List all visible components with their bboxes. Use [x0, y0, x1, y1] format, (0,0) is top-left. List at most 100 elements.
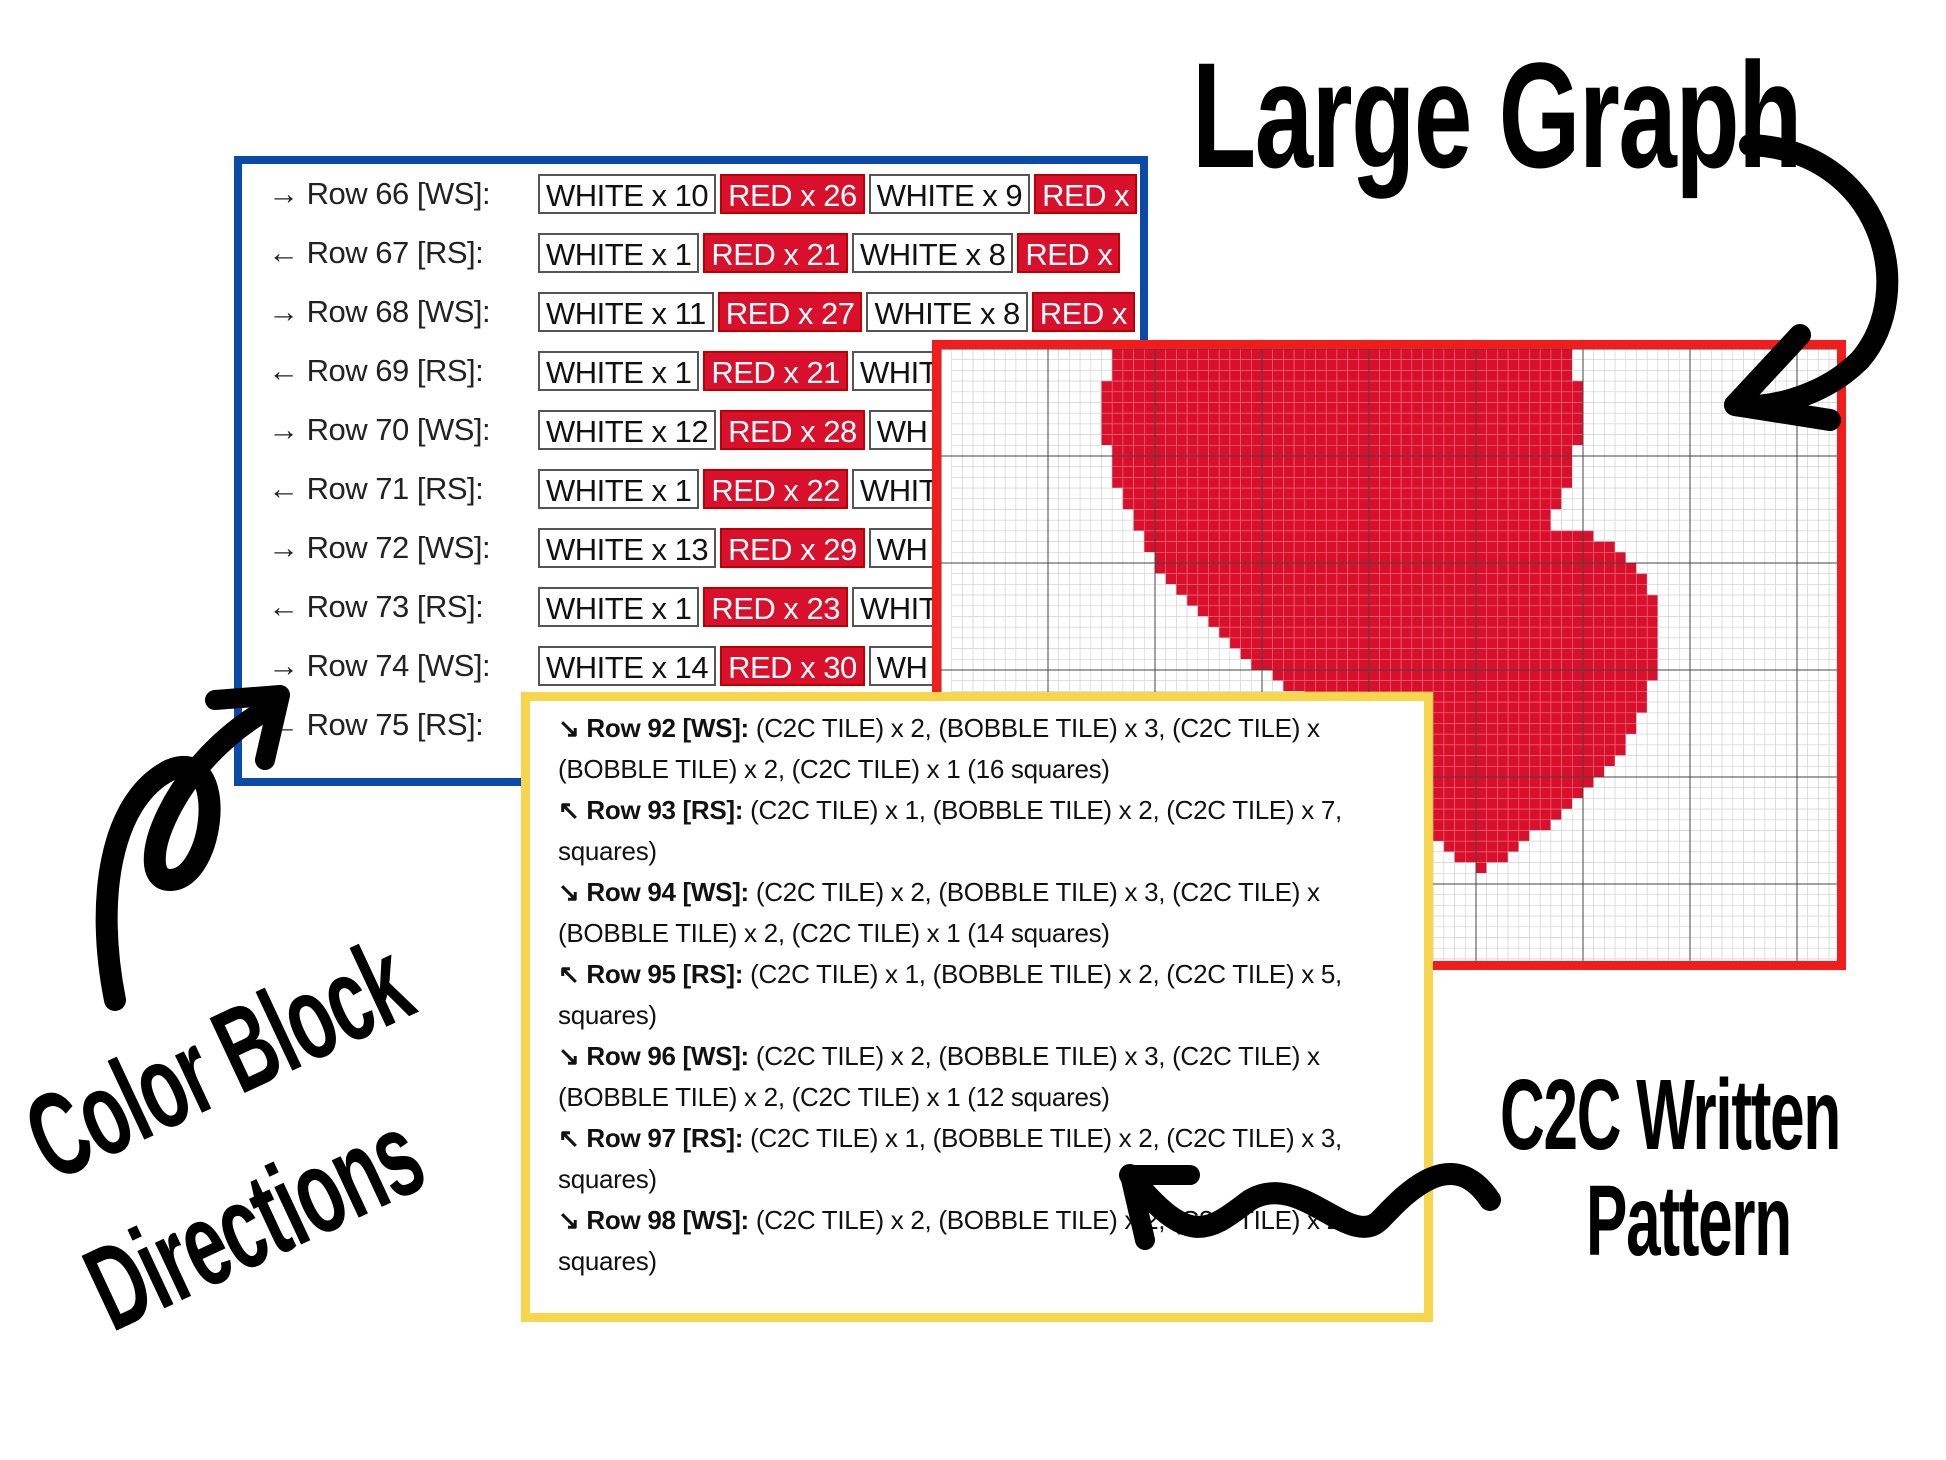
white-stitch — [1678, 744, 1691, 756]
red-stitch — [1464, 755, 1477, 767]
red-stitch — [1368, 455, 1380, 467]
white-stitch — [1678, 819, 1691, 831]
red-stitch — [1443, 380, 1455, 393]
red-stitch — [1400, 605, 1413, 617]
white-stitch — [1582, 412, 1594, 425]
white-stitch — [1743, 701, 1755, 714]
red-stitch — [1539, 605, 1552, 617]
white-stitch — [1625, 498, 1637, 510]
red-stitch — [1144, 349, 1156, 360]
red-stitch — [1186, 423, 1199, 435]
red-stitch — [1186, 562, 1199, 574]
white-stitch — [1807, 562, 1819, 574]
white-stitch — [1668, 616, 1680, 628]
white-stitch — [1047, 412, 1059, 425]
red-stitch — [1122, 391, 1134, 403]
white-stitch — [1711, 798, 1723, 810]
red-stitch — [1347, 573, 1359, 585]
red-stitch — [1582, 658, 1594, 671]
white-block: WHITE x 13 — [538, 528, 717, 568]
white-stitch — [994, 648, 1006, 660]
red-block: RED x — [1031, 292, 1135, 332]
red-stitch — [1379, 380, 1391, 393]
white-stitch — [1668, 594, 1680, 607]
red-stitch — [1218, 423, 1231, 435]
white-stitch — [994, 477, 1006, 489]
white-stitch — [1689, 691, 1701, 703]
white-stitch — [1700, 402, 1712, 414]
red-stitch — [1454, 669, 1466, 681]
white-stitch — [1818, 445, 1830, 457]
white-stitch — [1079, 594, 1092, 607]
white-stitch — [1550, 915, 1562, 928]
red-stitch — [1272, 605, 1284, 617]
white-stitch — [1047, 519, 1059, 532]
white-stitch — [983, 552, 995, 564]
white-stitch — [1646, 391, 1659, 403]
white-stitch — [1689, 552, 1701, 564]
white-stitch — [962, 626, 974, 639]
white-stitch — [1539, 840, 1552, 853]
white-stitch — [1689, 883, 1701, 895]
white-stitch — [1678, 412, 1691, 425]
red-stitch — [1454, 402, 1466, 414]
white-stitch — [1090, 658, 1102, 671]
white-stitch — [1015, 552, 1027, 564]
red-stitch — [1122, 487, 1134, 500]
white-stitch — [1828, 744, 1837, 756]
red-stitch — [1176, 530, 1188, 542]
white-stitch — [1700, 819, 1712, 831]
white-stitch — [1518, 958, 1530, 961]
red-stitch — [1475, 359, 1487, 371]
red-stitch — [1443, 434, 1455, 446]
red-stitch — [1368, 562, 1380, 574]
white-stitch — [1807, 541, 1819, 553]
red-stitch — [1464, 487, 1477, 500]
white-stitch — [1593, 851, 1605, 863]
white-stitch — [1625, 862, 1637, 874]
white-stitch — [1636, 798, 1648, 810]
white-stitch — [1004, 541, 1017, 553]
white-stitch — [1593, 872, 1605, 885]
red-stitch — [1604, 680, 1616, 692]
red-stitch — [1272, 626, 1284, 639]
red-stitch — [1539, 562, 1552, 574]
white-stitch — [1753, 840, 1766, 853]
red-stitch — [1379, 349, 1391, 360]
white-stitch — [1764, 744, 1776, 756]
red-stitch — [1325, 423, 1338, 435]
white-stitch — [1111, 552, 1124, 564]
red-stitch — [1604, 669, 1616, 681]
red-stitch — [1550, 434, 1562, 446]
white-stitch — [1785, 808, 1798, 821]
red-stitch — [1165, 530, 1177, 542]
white-stitch — [1721, 605, 1734, 617]
red-stitch — [1261, 509, 1273, 521]
white-stitch — [1154, 605, 1166, 617]
red-stitch — [1304, 466, 1316, 478]
red-stitch — [1432, 755, 1445, 767]
white-stitch — [1732, 808, 1744, 821]
white-stitch — [1721, 616, 1734, 628]
red-stitch — [1336, 669, 1348, 681]
white-stitch — [1122, 680, 1134, 692]
white-stitch — [1828, 573, 1837, 585]
red-stitch — [1144, 391, 1156, 403]
white-stitch — [1657, 391, 1669, 403]
white-stitch — [1111, 680, 1124, 692]
white-stitch — [1026, 370, 1038, 382]
white-stitch — [1636, 466, 1648, 478]
red-stitch — [1464, 423, 1477, 435]
white-stitch — [1047, 648, 1059, 660]
red-stitch — [1486, 819, 1498, 831]
white-stitch — [1614, 840, 1627, 853]
white-stitch — [1764, 658, 1776, 671]
white-stitch — [1753, 391, 1766, 403]
white-stitch — [1732, 691, 1744, 703]
white-stitch — [1176, 594, 1188, 607]
white-stitch — [1432, 958, 1445, 961]
white-stitch — [1069, 498, 1081, 510]
red-stitch — [1261, 637, 1273, 649]
red-stitch — [1443, 519, 1455, 532]
white-stitch — [1507, 862, 1520, 874]
